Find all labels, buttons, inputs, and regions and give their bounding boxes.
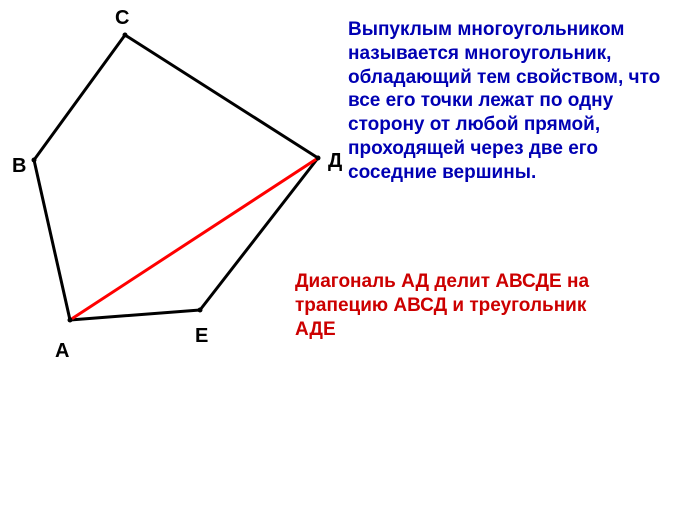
diagram-canvas: А В С Д Е Выпуклым многоугольником назыв…	[0, 0, 683, 516]
vertex-label-a: А	[55, 340, 69, 363]
vertex-label-e: Е	[195, 325, 208, 348]
vertex-label-d: Д	[328, 150, 342, 173]
vertex-label-c: С	[115, 7, 129, 30]
vertex-label-b: В	[12, 155, 26, 178]
definition-text: Выпуклым многоугольником называется мног…	[348, 18, 673, 184]
diagonal-note-text: Диагональ АД делит АВСДЕ на трапецию АВС…	[295, 270, 625, 341]
